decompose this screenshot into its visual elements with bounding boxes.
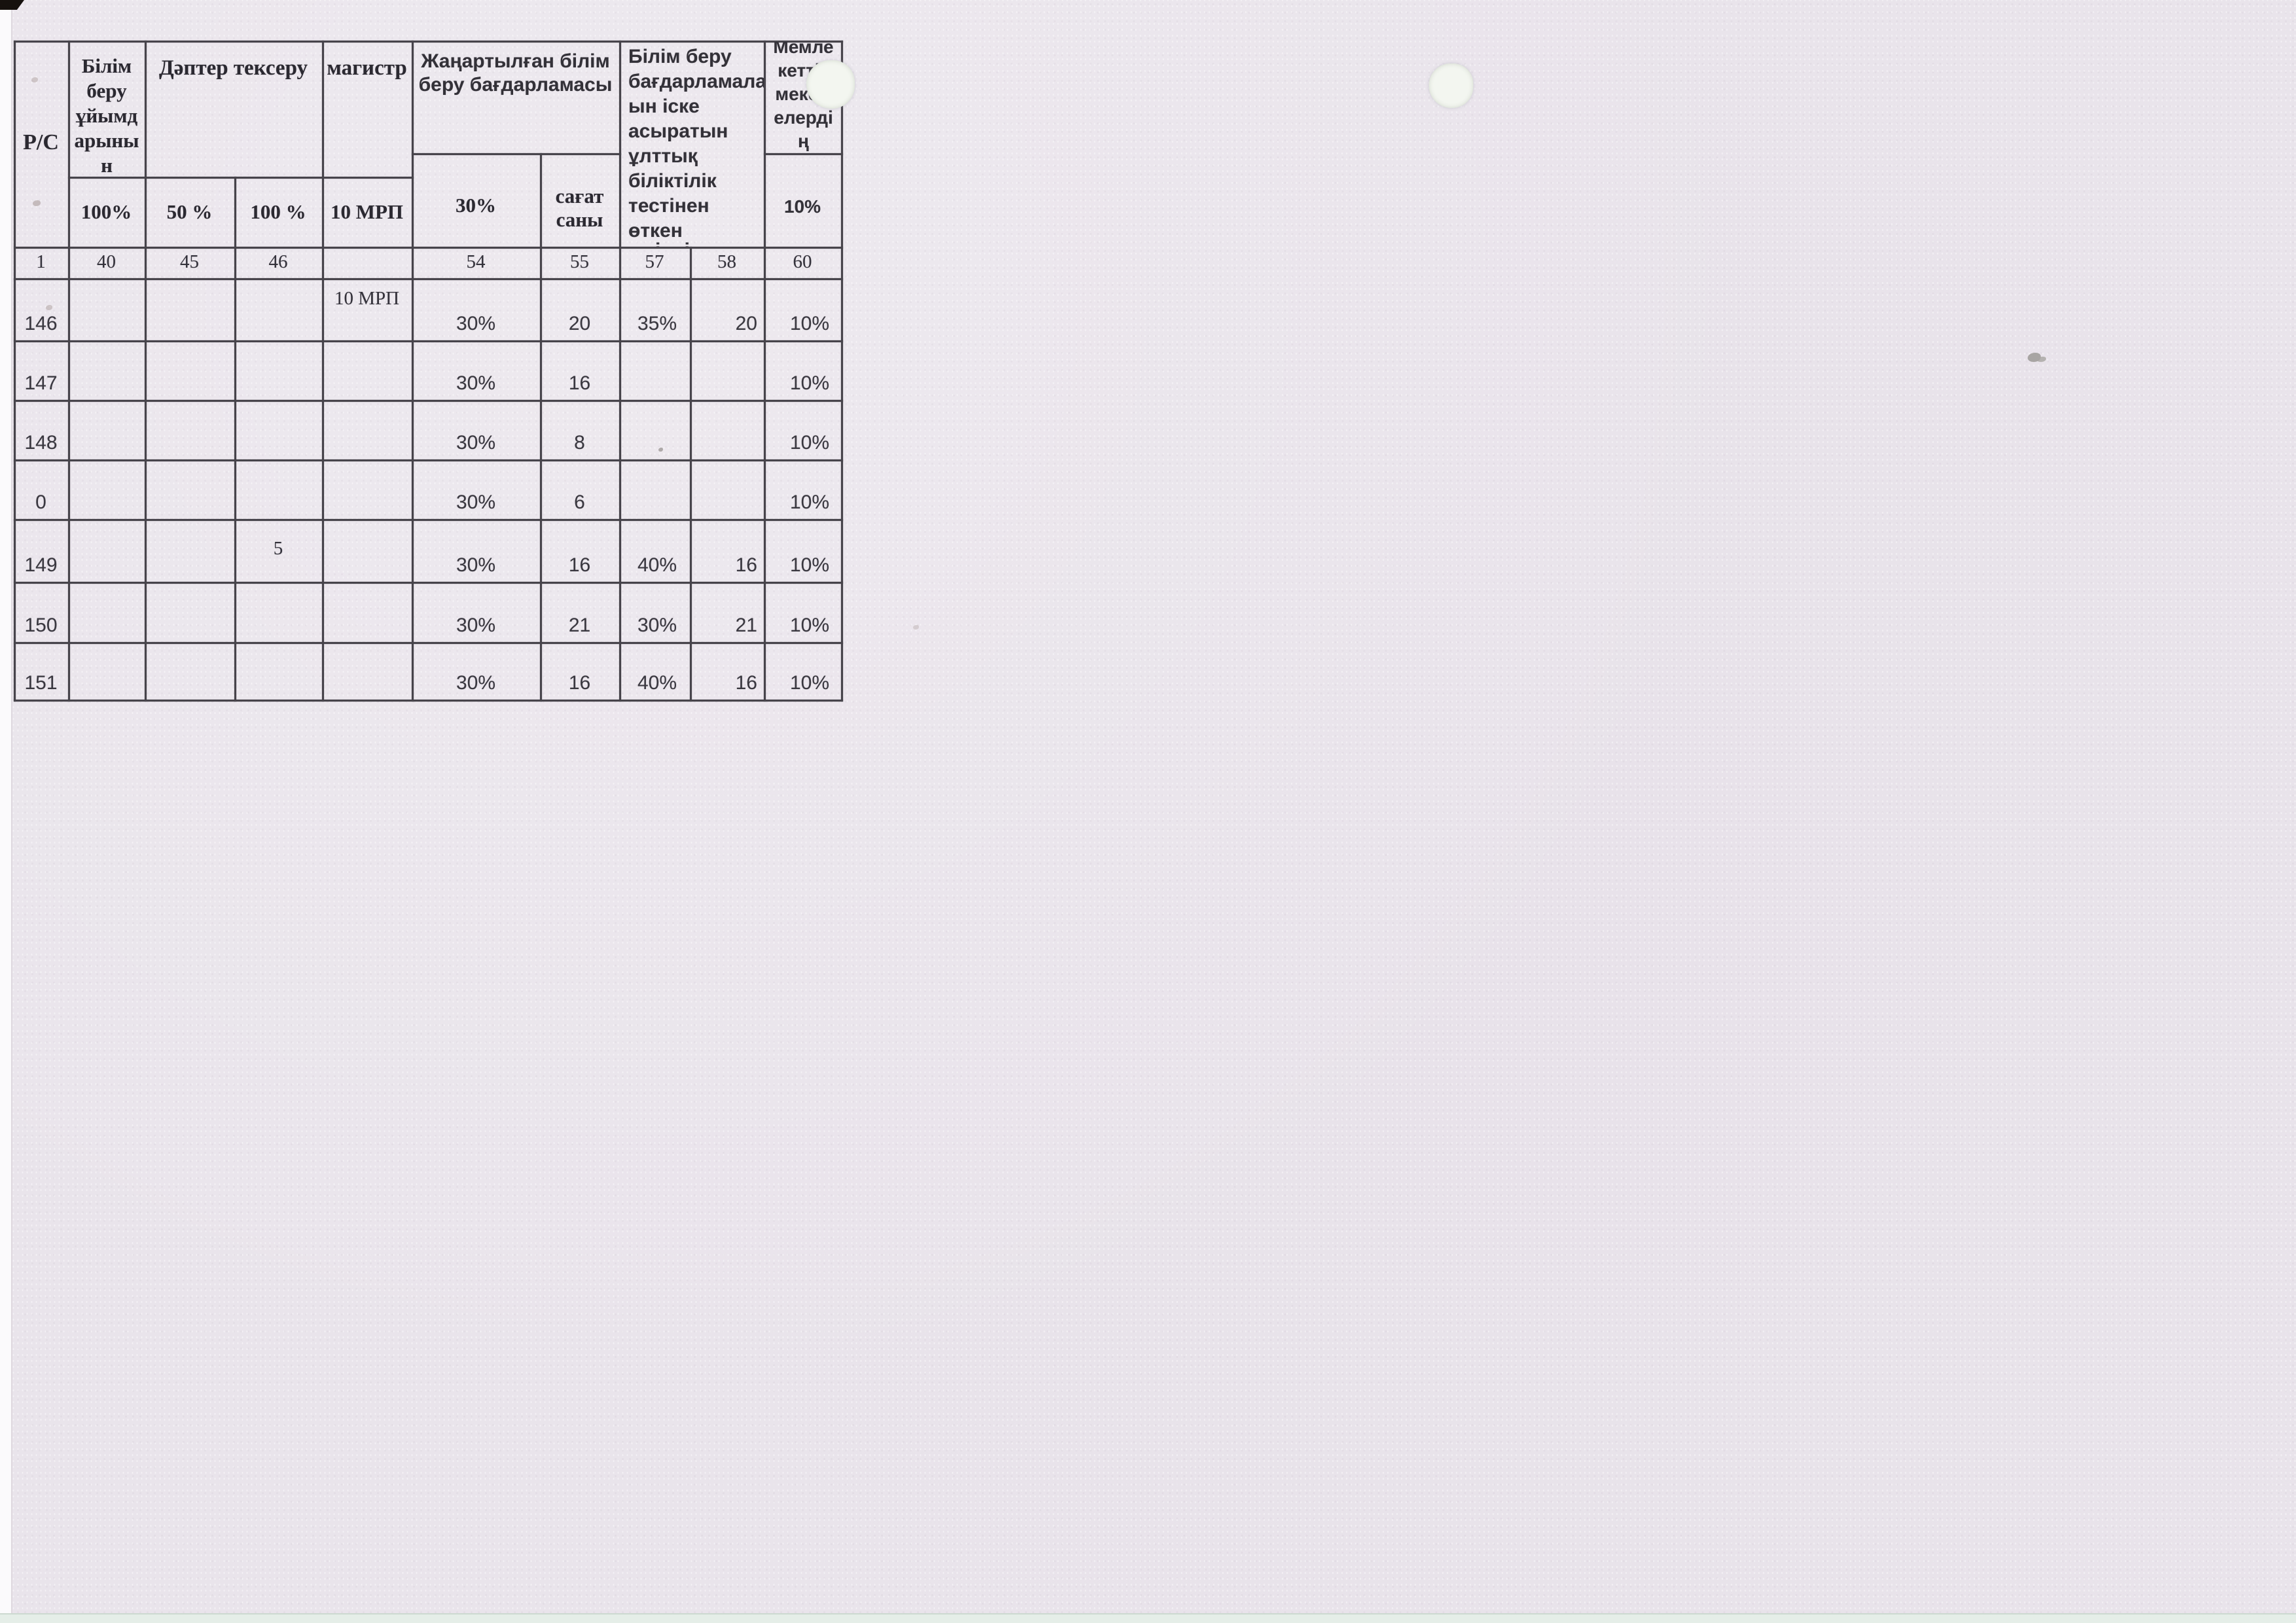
- row-0-program30: 30%: [456, 491, 496, 513]
- tariff-table: Р/С Білім беру ұйымд арыны н Дәптер текс…: [14, 41, 843, 702]
- row-151-test-count: 16: [735, 672, 757, 694]
- sublabel-notebook-50: 50 %: [166, 200, 213, 223]
- row-149-test-percent: 40%: [637, 554, 677, 576]
- scan-corner-artifact: [0, 0, 24, 10]
- row-147-program30: 30%: [456, 372, 496, 394]
- row-147-hours: 16: [568, 372, 591, 394]
- row-150-test-count: 21: [735, 615, 757, 636]
- grid-line: [14, 400, 843, 402]
- grid-line: [68, 177, 414, 179]
- grid-line: [14, 519, 843, 521]
- row-146-magistr: 10 МРП: [334, 288, 400, 309]
- grid-line: [14, 41, 843, 43]
- grid-line: [14, 700, 843, 702]
- grid-line: [412, 153, 621, 155]
- grid-line: [14, 642, 843, 644]
- row-149-program30: 30%: [456, 554, 496, 576]
- row-148-program30: 30%: [456, 432, 496, 454]
- row-149-test-count: 16: [735, 554, 757, 576]
- row-151-hours: 16: [568, 672, 591, 694]
- paper-speck: [913, 625, 919, 630]
- header-pc: Р/С: [23, 130, 59, 154]
- scan-bottom-edge: [0, 1613, 2296, 1623]
- sublabel-notebook-100: 100 %: [250, 200, 306, 223]
- row-0-state: 10%: [789, 491, 829, 513]
- colnum-60: 60: [793, 251, 812, 272]
- header-national-test-cell: Білім беру бағдарламалар ын іске асыраты…: [619, 41, 764, 247]
- row-id: 147: [24, 372, 58, 394]
- paper-speck: [33, 200, 41, 206]
- sublabel-program-30: 30%: [456, 194, 496, 217]
- sublabel-state-10: 10%: [783, 196, 821, 217]
- sublabel-hours: сағат саны: [555, 185, 604, 231]
- grid-line: [764, 153, 843, 155]
- row-149-notebook100: 5: [273, 538, 283, 559]
- header-updated-program: Жаңартылған білім беру бағдарламасы: [418, 50, 613, 96]
- colnum-58: 58: [717, 251, 736, 272]
- colnum-57: 57: [645, 251, 664, 272]
- row-148-hours: 8: [574, 432, 585, 454]
- row-id: 150: [24, 615, 58, 636]
- colnum-55: 55: [570, 251, 589, 272]
- row-151-test-percent: 40%: [637, 672, 677, 694]
- grid-line: [14, 41, 16, 702]
- hole-punch-left: [806, 60, 855, 109]
- grid-line: [540, 153, 542, 702]
- grid-line: [14, 247, 843, 249]
- grid-line: [14, 278, 843, 280]
- row-149-hours: 16: [568, 554, 591, 576]
- row-id: 149: [24, 554, 58, 576]
- header-magistr: магистр: [327, 56, 407, 80]
- colnum-1: 1: [36, 251, 46, 272]
- grid-line: [412, 41, 414, 702]
- grid-line: [764, 41, 766, 702]
- row-151-state: 10%: [789, 672, 829, 694]
- hole-punch-right: [1429, 63, 1473, 108]
- row-146-test-count: 20: [735, 313, 757, 334]
- scan-left-edge: [0, 0, 12, 1623]
- header-national-test-clipped: і і: [655, 240, 699, 247]
- grid-line: [145, 41, 147, 702]
- grid-line: [690, 247, 692, 702]
- row-150-state: 10%: [789, 615, 829, 636]
- colnum-46: 46: [268, 251, 288, 272]
- row-id: 0: [35, 491, 46, 513]
- row-150-program30: 30%: [456, 615, 496, 636]
- row-id: 146: [24, 313, 58, 334]
- grid-line: [841, 41, 843, 702]
- row-0-hours: 6: [574, 491, 585, 513]
- row-151-program30: 30%: [456, 672, 496, 694]
- paper-speck: [46, 305, 52, 310]
- grid-line: [14, 582, 843, 584]
- header-education-org: Білім беру ұйымд арыны н: [74, 54, 139, 177]
- sublabel-org-percent: 100%: [81, 200, 132, 223]
- row-150-test-percent: 30%: [637, 615, 677, 636]
- row-146-program30: 30%: [456, 313, 496, 334]
- row-149-state: 10%: [789, 554, 829, 576]
- row-147-state: 10%: [789, 372, 829, 394]
- colnum-45: 45: [180, 251, 199, 272]
- grid-line: [234, 177, 236, 702]
- grid-line: [14, 340, 843, 342]
- grid-line: [322, 41, 324, 702]
- header-notebook-check: Дәптер тексеру: [159, 56, 308, 80]
- colnum-54: 54: [466, 251, 486, 272]
- header-national-test: Білім беру бағдарламалар ын іске асыраты…: [628, 46, 764, 247]
- paper-speck: [658, 448, 663, 452]
- row-146-hours: 20: [568, 313, 591, 334]
- row-148-state: 10%: [789, 432, 829, 454]
- row-146-test-percent: 35%: [637, 313, 677, 334]
- grid-line: [68, 41, 70, 702]
- row-150-hours: 21: [568, 615, 591, 636]
- grid-line: [14, 459, 843, 461]
- colnum-40: 40: [97, 251, 116, 272]
- sublabel-magistr-mrp: 10 МРП: [330, 200, 404, 223]
- row-id: 151: [24, 672, 58, 694]
- row-id: 148: [24, 432, 58, 454]
- paper-speck: [31, 77, 38, 82]
- row-146-state: 10%: [789, 313, 829, 334]
- paper-speck: [2028, 353, 2041, 362]
- grid-line: [619, 41, 621, 702]
